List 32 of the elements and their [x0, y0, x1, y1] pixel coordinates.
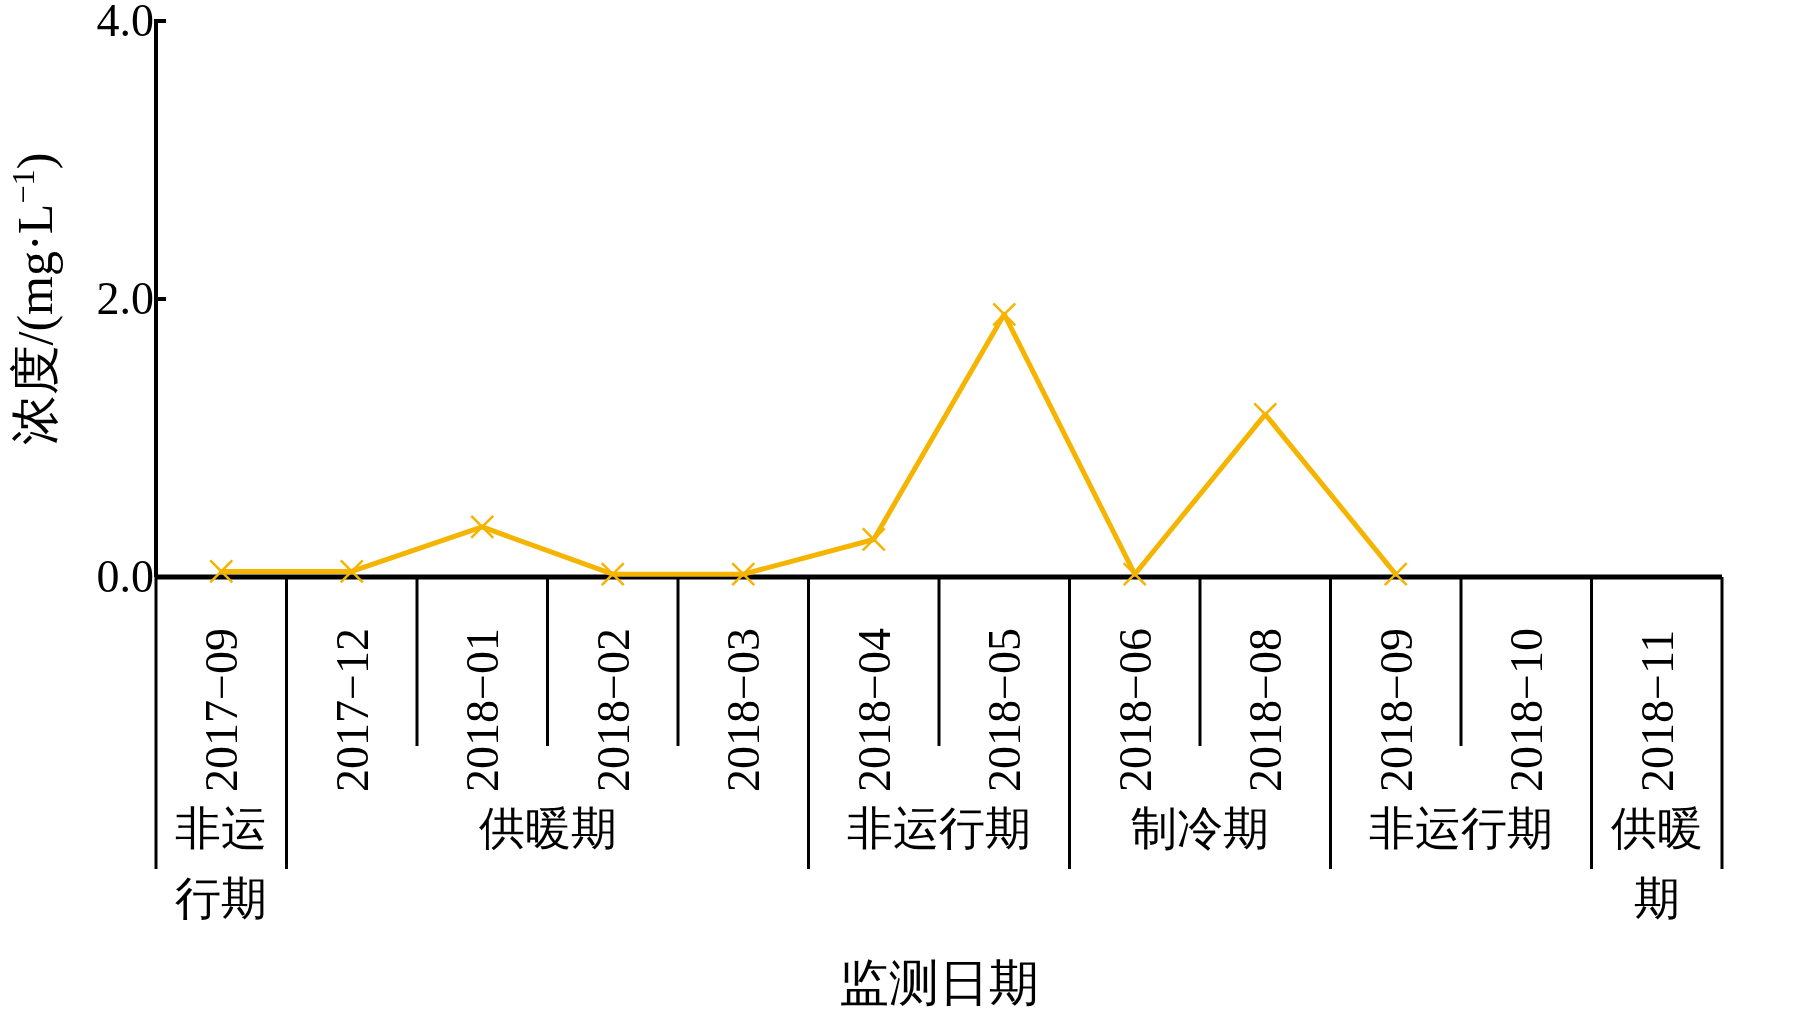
- point: [470, 514, 495, 540]
- text: 供暖期: [478, 803, 617, 854]
- y-tick-label: 2.0: [96, 273, 154, 324]
- x-tick-label: 2018−04: [848, 628, 900, 792]
- point: [600, 561, 625, 587]
- x-tick-label: 2018−09: [1370, 628, 1422, 792]
- x-tick-label: 2018−06: [1109, 628, 1161, 792]
- text: 非运行期: [1369, 803, 1553, 854]
- text: 制冷期: [1131, 803, 1269, 854]
- x-tick-label: 2018−05: [979, 628, 1031, 792]
- point: [731, 561, 756, 587]
- x-tick-label: 2017−09: [196, 628, 248, 792]
- point: [992, 302, 1017, 327]
- x-tick-label: 2018−01: [457, 628, 509, 792]
- text: 供暖期: [1610, 803, 1703, 924]
- x-axis-title: 监测日期: [839, 955, 1039, 1011]
- y-tick-label: 0.0: [96, 551, 154, 602]
- point: [339, 559, 364, 584]
- x-tick-label: 2018−11: [1631, 629, 1683, 792]
- text: 非运行期: [847, 803, 1031, 854]
- point: [861, 527, 886, 552]
- text: 非运行期: [175, 803, 268, 924]
- point: [209, 559, 234, 584]
- x-tick-label: 2018−03: [718, 628, 770, 792]
- point: [1253, 402, 1278, 427]
- x-tick-label: 2018−02: [587, 628, 639, 792]
- point: [1383, 561, 1408, 587]
- y-tick-label: 4.0: [96, 0, 154, 46]
- x-tick-label: 2018−08: [1240, 628, 1292, 792]
- x-tick-label: 2017−12: [326, 628, 378, 792]
- x-tick-label: 2018−10: [1501, 628, 1553, 792]
- point: [1122, 561, 1147, 587]
